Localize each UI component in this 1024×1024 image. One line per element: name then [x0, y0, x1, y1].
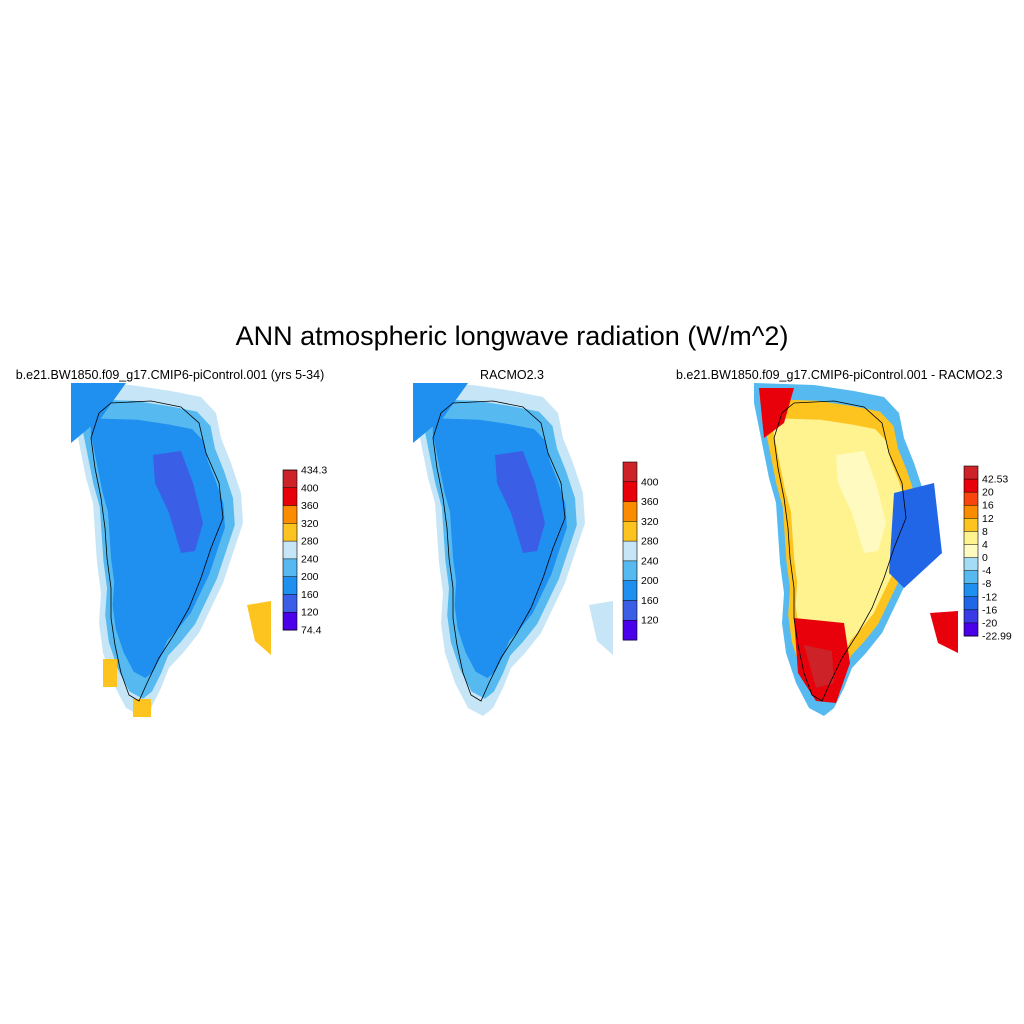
- colorbar-swatch: [623, 560, 637, 582]
- colorbar-swatch: [623, 600, 637, 621]
- colorbar-swatch: [623, 620, 637, 641]
- colorbar-swatch: [964, 479, 978, 493]
- colorbar-label: -16: [982, 604, 997, 616]
- map-panel-obs: [413, 383, 613, 716]
- colorbar-label: 400: [641, 476, 659, 488]
- colorbar-label: -22.99: [982, 631, 1012, 643]
- colorbar-label: 360: [301, 500, 319, 512]
- colorbar-swatch: [964, 557, 978, 572]
- coastline: [432, 400, 566, 702]
- map-region-northwest: [71, 383, 126, 443]
- colorbar-label: 160: [641, 595, 659, 607]
- colorbar-swatch: [283, 612, 297, 631]
- map-region-northwest: [413, 383, 468, 443]
- colorbar-label: 280: [641, 536, 659, 548]
- colorbar-label: 240: [301, 553, 319, 565]
- colorbar-label: 400: [301, 482, 319, 494]
- colorbar-swatch: [283, 505, 297, 524]
- colorbar-label: 200: [301, 571, 319, 583]
- colorbar-label: 320: [641, 516, 659, 528]
- colorbar-label: 120: [641, 615, 659, 627]
- map-panel-model: [71, 383, 271, 717]
- colorbar-swatch: [283, 558, 297, 578]
- map-region-southwest: [103, 659, 117, 687]
- colorbar-label: -4: [982, 565, 991, 577]
- map-region-island: [247, 601, 271, 655]
- colorbar-swatch: [964, 492, 978, 506]
- colorbar-swatch: [283, 470, 297, 489]
- colorbar-label: 120: [301, 607, 319, 619]
- colorbar-swatch: [964, 609, 978, 624]
- colorbar-swatch: [964, 544, 978, 559]
- panel-title-model: b.e21.BW1850.f09_g17.CMIP6-piControl.001…: [15, 368, 325, 382]
- colorbar-swatch: [964, 570, 978, 585]
- colorbar-swatch: [623, 580, 637, 601]
- colorbar-swatch: [964, 505, 978, 519]
- colorbar-label: 20: [982, 487, 994, 499]
- map-region-east: [889, 483, 942, 588]
- map-region-south-tip: [133, 699, 151, 717]
- colorbar-swatch: [283, 487, 297, 507]
- map-panel-diff: [754, 383, 958, 716]
- colorbar-obs: 400 360 320 280 240 200 160 120: [622, 461, 659, 641]
- colorbar-swatch: [964, 622, 978, 637]
- panel-title-obs: RACMO2.3: [480, 368, 544, 382]
- colorbar-label: 0: [982, 552, 988, 564]
- colorbar-swatch: [623, 462, 637, 483]
- colorbar-swatch: [283, 576, 297, 595]
- map-region-northwest: [759, 388, 794, 438]
- coastline: [773, 400, 907, 702]
- colorbar-label: -12: [982, 591, 997, 603]
- colorbar-swatch: [623, 521, 637, 542]
- colorbar-label: 42.53: [982, 474, 1008, 486]
- coastline: [90, 400, 224, 702]
- colorbar-label: 360: [641, 496, 659, 508]
- colorbar-label: -8: [982, 578, 991, 590]
- colorbar-label: 16: [982, 500, 994, 512]
- colorbar-swatch: [623, 481, 637, 503]
- colorbar-label: 320: [301, 518, 319, 530]
- colorbar-label: 280: [301, 536, 319, 548]
- map-region-south-core: [804, 645, 834, 688]
- colorbar-label: -20: [982, 617, 997, 629]
- map-region-island: [589, 601, 613, 655]
- colorbar-label: 4: [982, 539, 988, 551]
- colorbar-frame: [622, 461, 638, 641]
- colorbar-label: 12: [982, 513, 994, 525]
- colorbar-swatch: [964, 518, 978, 532]
- colorbar-swatch: [283, 541, 297, 560]
- panel-title-diff: b.e21.BW1850.f09_g17.CMIP6-piControl.001…: [676, 368, 1003, 382]
- colorbar-swatch: [964, 596, 978, 611]
- colorbar-label: 200: [641, 575, 659, 587]
- colorbar-swatch: [283, 594, 297, 613]
- map-region-core: [495, 451, 545, 553]
- map-region-core: [153, 451, 203, 553]
- map-region-island: [930, 611, 958, 653]
- colorbar-label: 74.4: [301, 625, 322, 637]
- colorbar-model: 434.3 400 360 320 280 240 200 160 120 74.4: [282, 465, 327, 637]
- figure-title: ANN atmospheric longwave radiation (W/m^…: [235, 321, 789, 351]
- colorbar-swatch: [283, 523, 297, 542]
- colorbar-label: 160: [301, 589, 319, 601]
- colorbar-swatch: [623, 501, 637, 522]
- colorbar-label: 240: [641, 555, 659, 567]
- colorbar-swatch: [964, 583, 978, 598]
- colorbar-label: 434.3: [301, 465, 327, 477]
- map-region-core: [836, 451, 886, 553]
- colorbar-swatch: [964, 531, 978, 545]
- colorbar-swatch: [964, 466, 978, 480]
- colorbar-swatch: [623, 541, 637, 562]
- colorbar-label: 8: [982, 526, 988, 538]
